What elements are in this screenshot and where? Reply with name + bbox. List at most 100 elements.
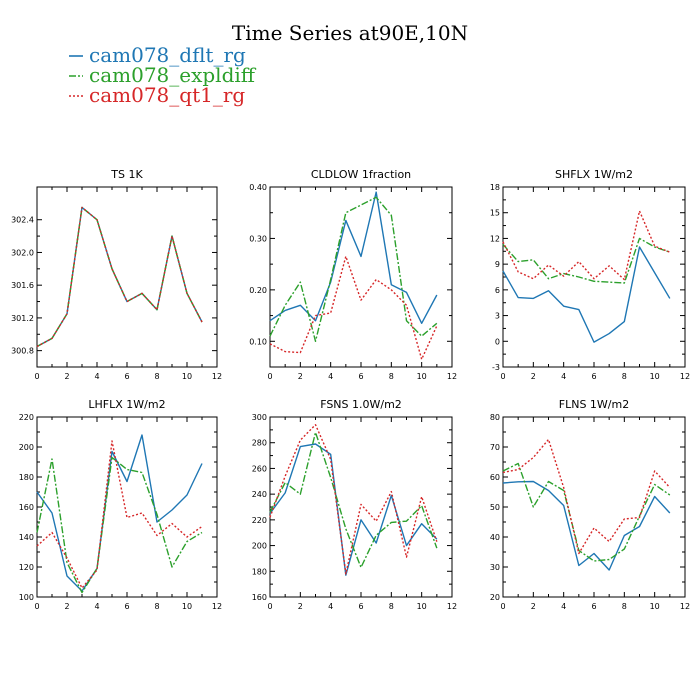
x-tick-label-shflx: 8 [622,372,627,381]
panel-flns: FLNS 1W/m2 0 2 4 6 8 10 12 20 30 40 50 60 70 80 [490,398,690,611]
x-tick-label-cldlow: 6 [358,372,363,381]
x-tick-label-fsns: 0 [267,602,272,611]
series-line-expldiff-lhflx [36,456,203,594]
y-tick-label-shflx: 12 [490,234,500,243]
x-tick-label-ts: 4 [94,372,99,381]
panel-title-flns: FLNS 1W/m2 [559,398,629,411]
y-tick-label-ts: 302.0 [11,248,34,257]
x-tick-label-flns: 4 [561,602,566,611]
y-tick-label-ts: 300.8 [11,347,34,356]
y-tick-label-lhflx: 140 [19,533,34,542]
x-tick-label-ts: 8 [154,372,159,381]
x-tick-label-shflx: 6 [591,372,596,381]
x-tick-label-fsns: 6 [358,602,363,611]
series-line-dflt-cldlow [269,191,438,324]
y-tick-label-lhflx: 160 [19,503,34,512]
x-tick-label-ts: 0 [34,372,39,381]
x-tick-label-lhflx: 2 [64,602,69,611]
panel-title-fsns: FSNS 1.0W/m2 [320,398,402,411]
series-line-expldiff-shflx [502,237,671,284]
y-tick-label-fsns: 300 [252,413,267,422]
y-tick-label-flns: 80 [490,413,500,422]
x-tick-label-flns: 10 [650,602,660,611]
y-tick-label-lhflx: 180 [19,473,34,482]
legend: cam078_dflt_rg cam078_expldiff cam078_qt… [69,43,257,107]
x-tick-label-shflx: 2 [531,372,536,381]
series-line-qt1-lhflx [36,440,203,589]
x-tick-label-flns: 6 [591,602,596,611]
y-tick-label-shflx: 3 [495,312,500,321]
x-tick-label-flns: 0 [500,602,505,611]
x-tick-label-cldlow: 12 [447,372,457,381]
x-tick-label-fsns: 8 [389,602,394,611]
panels: TS 1K 0 2 4 6 8 10 12 300.8 301.2 301.6 302.0 302.4 C… [11,168,690,611]
panel-title-cldlow: CLDLOW 1fraction [311,168,411,181]
legend-label-dflt: cam078_dflt_rg [89,43,246,67]
y-tick-label-fsns: 240 [252,490,267,499]
x-tick-label-shflx: 12 [680,372,690,381]
series-line-expldiff-fsns [269,431,438,569]
x-tick-label-fsns: 12 [447,602,457,611]
series-line-dflt-flns [502,480,671,571]
x-tick-label-cldlow: 2 [298,372,303,381]
y-tick-label-lhflx: 200 [19,443,34,452]
y-tick-label-flns: 70 [490,443,500,452]
series-line-expldiff-cldlow [269,196,438,342]
x-tick-label-shflx: 4 [561,372,566,381]
panel-lhflx: LHFLX 1W/m2 0 2 4 6 8 10 12 100 120 140 160 180 200 22… [19,398,222,611]
y-tick-label-ts: 301.6 [11,281,34,290]
x-tick-label-flns: 12 [680,602,690,611]
x-tick-label-lhflx: 8 [154,602,159,611]
series-line-qt1-ts [36,206,203,348]
series-line-qt1-cldlow [269,255,438,360]
series-line-qt1-flns [502,438,671,555]
y-tick-label-fsns: 260 [252,464,267,473]
y-tick-label-fsns: 280 [252,439,267,448]
panel-title-lhflx: LHFLX 1W/m2 [88,398,165,411]
y-tick-label-shflx: 18 [490,183,500,192]
y-tick-label-flns: 60 [490,473,500,482]
x-tick-label-shflx: 0 [500,372,505,381]
y-tick-label-shflx: 15 [490,209,500,218]
legend-entry-expldiff: cam078_expldiff [69,63,257,87]
y-tick-label-shflx: -3 [492,363,500,372]
panel-title-shflx: SHFLX 1W/m2 [555,168,633,181]
series-line-expldiff-flns [502,462,671,562]
x-tick-label-fsns: 10 [417,602,427,611]
y-tick-label-flns: 40 [490,533,500,542]
legend-entry-dflt: cam078_dflt_rg [69,43,246,67]
y-tick-label-shflx: 9 [495,260,500,269]
series-line-dflt-lhflx [36,434,203,592]
series-line-qt1-fsns [269,424,438,575]
y-tick-label-ts: 301.2 [11,314,34,323]
x-tick-label-lhflx: 12 [212,602,222,611]
x-tick-label-lhflx: 4 [94,602,99,611]
y-tick-label-ts: 302.4 [11,216,34,225]
legend-label-qt1: cam078_qt1_rg [89,83,245,107]
x-tick-label-ts: 2 [64,372,69,381]
x-tick-label-ts: 6 [124,372,129,381]
series-line-dflt-shflx [502,246,671,343]
y-tick-label-fsns: 200 [252,542,267,551]
x-tick-label-lhflx: 0 [34,602,39,611]
y-tick-label-fsns: 220 [252,516,267,525]
x-tick-label-lhflx: 10 [182,602,192,611]
y-tick-label-flns: 20 [490,593,500,602]
y-tick-label-cldlow: 0.20 [249,286,267,295]
x-tick-label-ts: 12 [212,372,222,381]
y-tick-label-flns: 50 [490,503,500,512]
x-tick-label-cldlow: 8 [389,372,394,381]
x-tick-label-fsns: 4 [328,602,333,611]
x-tick-label-lhflx: 6 [124,602,129,611]
y-tick-label-cldlow: 0.10 [249,337,267,346]
y-tick-label-fsns: 180 [252,567,267,576]
panel-cldlow: CLDLOW 1fraction 0 2 4 6 8 10 12 0.10 0.20 0.30 0.4… [249,168,457,381]
y-tick-label-lhflx: 220 [19,413,34,422]
legend-entry-qt1: cam078_qt1_rg [69,83,245,107]
x-tick-label-cldlow: 0 [267,372,272,381]
y-tick-label-shflx: 6 [495,286,500,295]
y-tick-label-fsns: 160 [252,593,267,602]
x-tick-label-cldlow: 10 [417,372,427,381]
